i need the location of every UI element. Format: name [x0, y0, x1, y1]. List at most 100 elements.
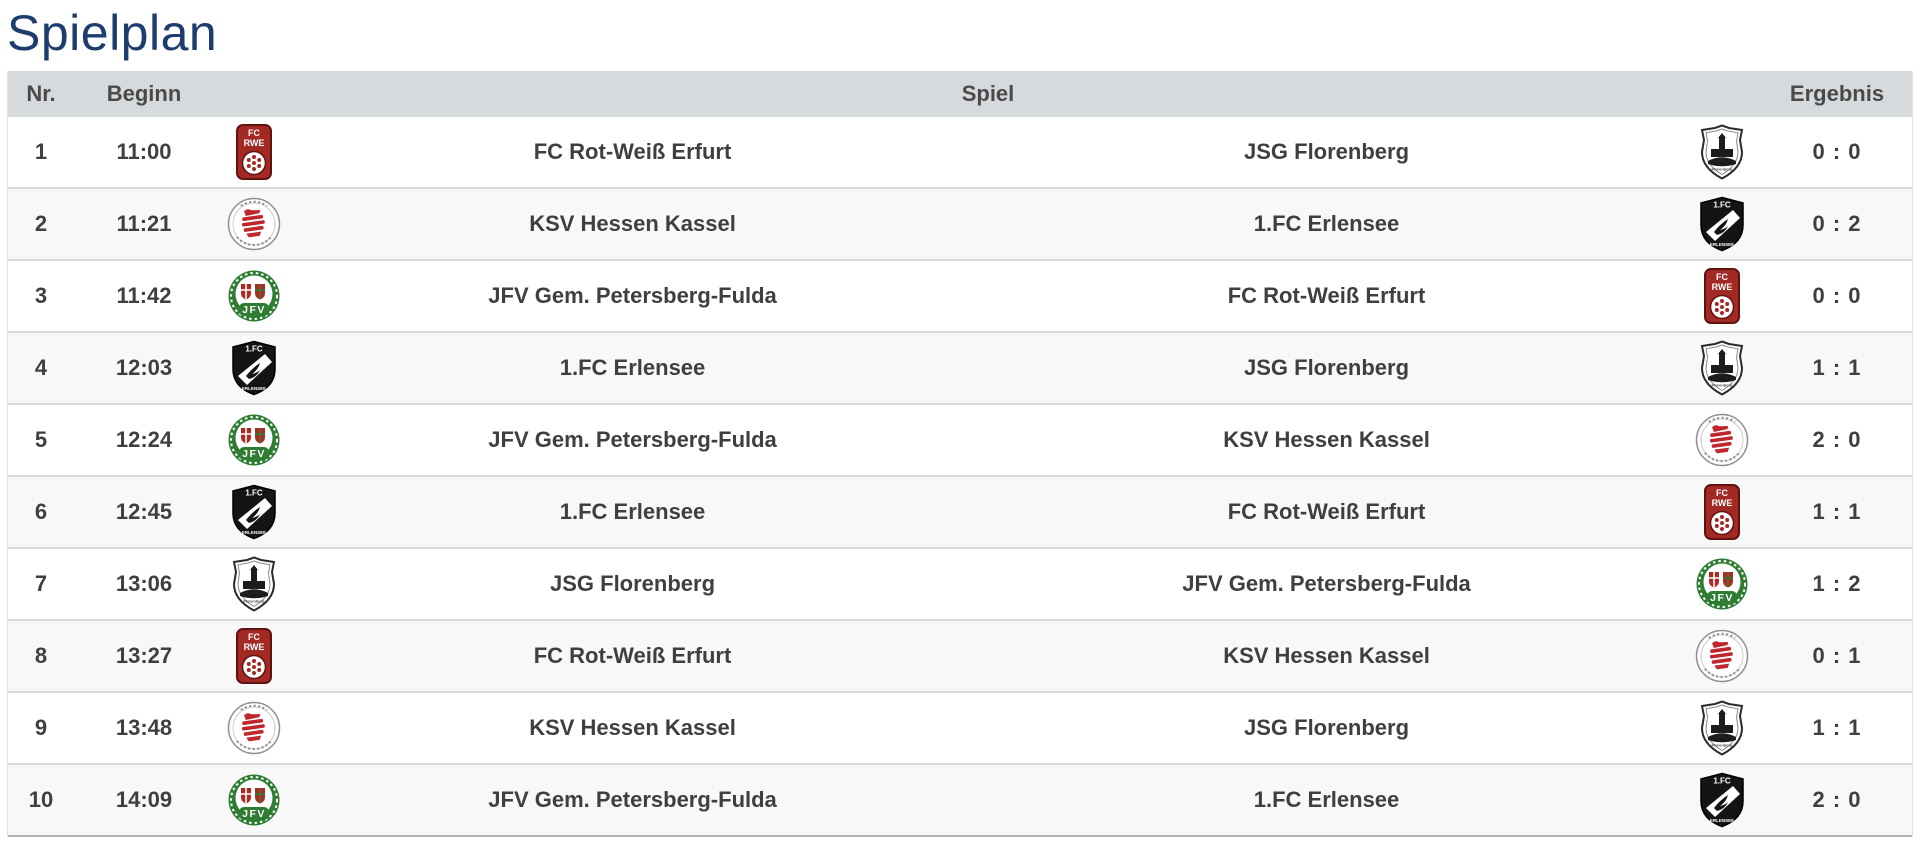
match-score: 1 : 1 [1812, 499, 1862, 524]
home-team-name: FC Rot-Weiß Erfurt [533, 643, 732, 668]
fc-rot-weiss-erfurt-crest-icon: FC RWE [214, 117, 294, 187]
away-team-name: KSV Hessen Kassel [1223, 427, 1430, 452]
match-number: 1 [34, 139, 48, 164]
svg-text:ERLENSEE: ERLENSEE [1710, 818, 1734, 823]
match-number: 6 [34, 499, 48, 524]
svg-text:RWE: RWE [1712, 498, 1733, 508]
fc-erlensee-crest-icon: 1.FC ERLENSEE [214, 477, 294, 547]
table-row: 5 12:24 JFV JFV Gem. Petersberg-Fulda KS… [8, 405, 1912, 477]
match-start-time: 11:21 [116, 211, 172, 236]
header-spiel: Spiel [961, 81, 1015, 106]
match-start-time: 13:06 [115, 571, 173, 596]
fc-rot-weiss-erfurt-crest-icon: FC RWE [1682, 477, 1762, 547]
svg-text:JFV: JFV [242, 448, 266, 460]
away-team-name: 1.FC Erlensee [1253, 211, 1400, 236]
table-row: 10 14:09 JFV JFV Gem. Petersberg-Fulda 1… [8, 765, 1912, 837]
jsg-florenberg-crest-icon: Florenberg [1682, 117, 1762, 187]
table-row: 8 13:27 FC RWE FC Rot-Weiß Erfurt KSV Hes… [8, 621, 1912, 693]
svg-text:JFV: JFV [1710, 592, 1734, 604]
svg-text:FC: FC [248, 128, 260, 138]
away-team-name: 1.FC Erlensee [1253, 787, 1400, 812]
away-team-name: KSV Hessen Kassel [1223, 643, 1430, 668]
table-row: 3 11:42 JFV JFV Gem. Petersberg-Fulda FC… [8, 261, 1912, 333]
match-start-time: 11:42 [116, 283, 172, 308]
svg-text:ERLENSEE: ERLENSEE [242, 530, 266, 535]
svg-text:FC: FC [248, 632, 260, 642]
away-team-name: JSG Florenberg [1244, 715, 1410, 740]
svg-text:Florenberg: Florenberg [1712, 167, 1733, 172]
away-team-name: JFV Gem. Petersberg-Fulda [1182, 571, 1471, 596]
home-team-name: JFV Gem. Petersberg-Fulda [488, 283, 777, 308]
match-score: 2 : 0 [1812, 427, 1862, 452]
home-team-name: FC Rot-Weiß Erfurt [533, 139, 732, 164]
schedule-table-body: 1 11:00 FC RWE FC Rot-Weiß Erfurt JSG Flo… [8, 117, 1912, 837]
match-number: 8 [34, 643, 48, 668]
home-team-name: JFV Gem. Petersberg-Fulda [488, 427, 777, 452]
svg-text:Florenberg: Florenberg [1712, 383, 1733, 388]
match-start-time: 13:48 [115, 715, 173, 740]
match-number: 10 [28, 787, 54, 812]
svg-text:JFV: JFV [242, 304, 266, 316]
match-start-time: 12:03 [115, 355, 173, 380]
match-start-time: 12:45 [115, 499, 173, 524]
page: Spielplan Nr. Beginn Spiel Ergebnis 1 11… [7, 5, 1913, 837]
svg-text:1.FC: 1.FC [245, 489, 263, 498]
svg-text:FC: FC [1716, 272, 1728, 282]
table-row: 6 12:45 1.FC ERLENSEE 1.FC Erlensee FC Ro… [8, 477, 1912, 549]
away-team-name: JSG Florenberg [1244, 355, 1410, 380]
match-score: 0 : 0 [1812, 139, 1862, 164]
fc-rot-weiss-erfurt-crest-icon: FC RWE [214, 621, 294, 691]
ksv-hessen-kassel-crest-icon [214, 693, 294, 763]
svg-text:RWE: RWE [244, 642, 265, 652]
match-score: 2 : 0 [1812, 787, 1862, 812]
table-row: 9 13:48 KSV Hessen Kassel JSG Florenberg… [8, 693, 1912, 765]
fc-rot-weiss-erfurt-crest-icon: FC RWE [1682, 261, 1762, 331]
fc-erlensee-crest-icon: 1.FC ERLENSEE [214, 333, 294, 403]
jsg-florenberg-crest-icon: Florenberg [214, 549, 294, 619]
match-score: 0 : 2 [1812, 211, 1862, 236]
match-start-time: 14:09 [115, 787, 173, 812]
table-row: 4 12:03 1.FC ERLENSEE 1.FC Erlensee JSG F… [8, 333, 1912, 405]
match-number: 9 [34, 715, 48, 740]
schedule-table-header: Nr. Beginn Spiel Ergebnis [8, 71, 1912, 117]
match-number: 4 [34, 355, 48, 380]
match-score: 1 : 2 [1812, 571, 1862, 596]
jsg-florenberg-crest-icon: Florenberg [1682, 693, 1762, 763]
match-start-time: 13:27 [115, 643, 173, 668]
jfv-petersberg-fulda-crest-icon: JFV [1682, 549, 1762, 619]
home-team-name: JFV Gem. Petersberg-Fulda [488, 787, 777, 812]
home-team-name: KSV Hessen Kassel [529, 715, 736, 740]
header-beginn: Beginn [106, 81, 182, 106]
ksv-hessen-kassel-crest-icon [1682, 621, 1762, 691]
fc-erlensee-crest-icon: 1.FC ERLENSEE [1682, 765, 1762, 835]
svg-text:RWE: RWE [1712, 282, 1733, 292]
match-score: 0 : 0 [1812, 283, 1862, 308]
match-number: 7 [34, 571, 48, 596]
svg-text:Florenberg: Florenberg [1712, 743, 1733, 748]
header-ergebnis: Ergebnis [1789, 81, 1885, 106]
ksv-hessen-kassel-crest-icon [214, 189, 294, 259]
jfv-petersberg-fulda-crest-icon: JFV [214, 261, 294, 331]
away-team-name: FC Rot-Weiß Erfurt [1227, 283, 1426, 308]
ksv-hessen-kassel-crest-icon [1682, 405, 1762, 475]
jsg-florenberg-crest-icon: Florenberg [1682, 333, 1762, 403]
page-title: Spielplan [7, 5, 218, 61]
home-team-name: KSV Hessen Kassel [529, 211, 736, 236]
table-row: 7 13:06 Florenberg JSG Florenberg JFV Ge… [8, 549, 1912, 621]
table-row: 1 11:00 FC RWE FC Rot-Weiß Erfurt JSG Flo… [8, 117, 1912, 189]
svg-text:FC: FC [1716, 488, 1728, 498]
home-team-name: 1.FC Erlensee [559, 355, 706, 380]
header-nr: Nr. [26, 81, 56, 106]
match-score: 0 : 1 [1812, 643, 1862, 668]
away-team-name: JSG Florenberg [1244, 139, 1410, 164]
svg-text:ERLENSEE: ERLENSEE [242, 386, 266, 391]
match-start-time: 11:00 [116, 139, 172, 164]
away-team-name: FC Rot-Weiß Erfurt [1227, 499, 1426, 524]
match-number: 2 [34, 211, 48, 236]
match-score: 1 : 1 [1812, 715, 1862, 740]
match-number: 5 [34, 427, 48, 452]
svg-text:ERLENSEE: ERLENSEE [1710, 242, 1734, 247]
jfv-petersberg-fulda-crest-icon: JFV [214, 765, 294, 835]
svg-text:Florenberg: Florenberg [244, 599, 265, 604]
schedule-table: Nr. Beginn Spiel Ergebnis 1 11:00 FC RWE … [7, 71, 1913, 837]
